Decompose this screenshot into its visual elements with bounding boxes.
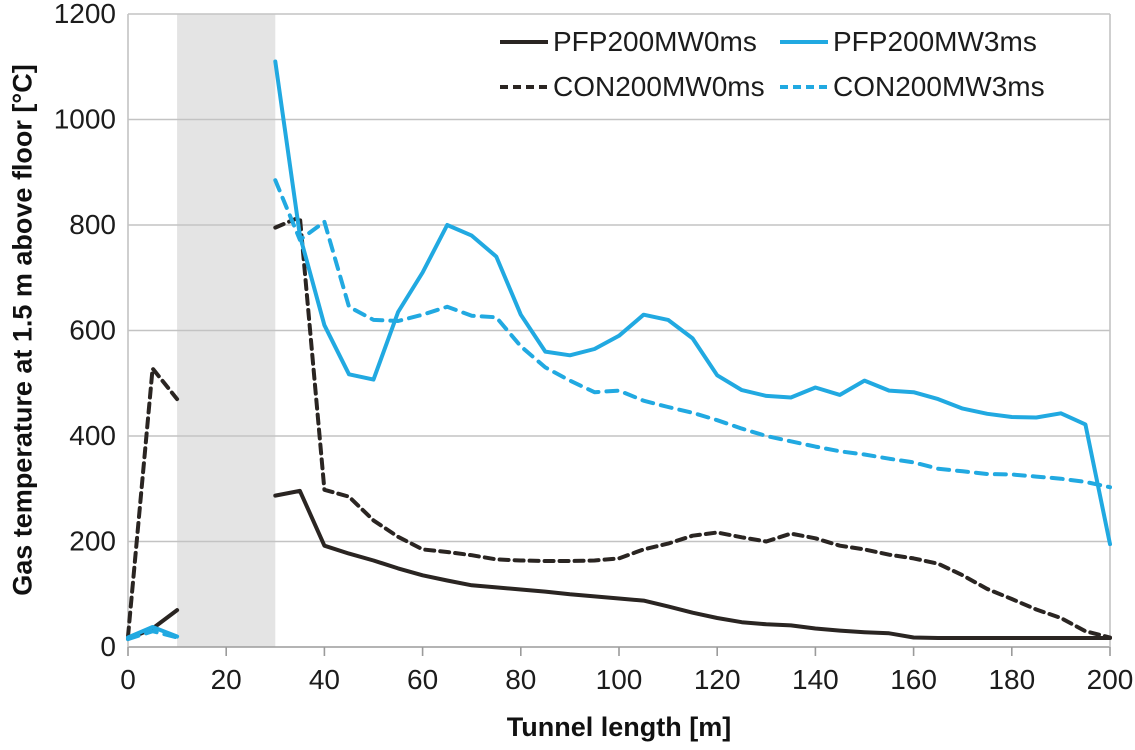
- y-tick-label-800: 800: [69, 209, 116, 240]
- x-tick-label-180: 180: [988, 664, 1035, 695]
- legend-marker-solid-black: [500, 40, 548, 44]
- x-tick-label-120: 120: [694, 664, 741, 695]
- x-axis-title: Tunnel length [m]: [506, 712, 732, 742]
- legend-item-pfp200mw0ms: PFP200MW0ms: [498, 26, 778, 58]
- series-line-CON200MW0ms: [126, 366, 180, 639]
- legend-marker-solid-cyan: [780, 40, 828, 44]
- y-tick-label-0: 0: [100, 631, 116, 662]
- x-tick-label-80: 80: [505, 664, 536, 695]
- x-tick-label-60: 60: [407, 664, 438, 695]
- series-line-PFP200MW3ms: [273, 59, 1112, 547]
- y-tick-label-1200: 1200: [54, 0, 116, 29]
- x-tick-label-0: 0: [120, 664, 136, 695]
- series-line-CON200MW0ms: [273, 215, 1112, 640]
- legend-item-con200mw3ms: CON200MW3ms: [778, 71, 1045, 103]
- x-tick-label-40: 40: [309, 664, 340, 695]
- y-tick-label-600: 600: [69, 315, 116, 346]
- series-line-PFP200MW0ms: [273, 488, 1112, 640]
- x-tick-label-160: 160: [890, 664, 937, 695]
- y-tick-label-1000: 1000: [54, 104, 116, 135]
- series-line-PFP200MW3ms: [126, 625, 180, 640]
- legend-label: CON200MW3ms: [833, 71, 1045, 102]
- x-tick-label-200: 200: [1087, 664, 1134, 695]
- legend-label: CON200MW0ms: [553, 71, 765, 102]
- legend-marker-dashed-cyan: [780, 85, 828, 89]
- legend-marker-dashed-black: [500, 85, 548, 89]
- legend-item-pfp200mw3ms: PFP200MW3ms: [778, 26, 1045, 58]
- y-axis-title: Gas temperature at 1.5 m above floor [°C…: [7, 64, 38, 596]
- legend-label: PFP200MW0ms: [553, 26, 757, 57]
- x-tick-label-100: 100: [596, 664, 643, 695]
- series-line-CON200MW3ms: [273, 178, 1112, 490]
- y-tick-label-400: 400: [69, 420, 116, 451]
- legend-item-con200mw0ms: CON200MW0ms: [498, 71, 778, 103]
- y-tick-label-200: 200: [69, 526, 116, 557]
- legend-label: PFP200MW3ms: [833, 26, 1037, 57]
- x-tick-label-140: 140: [792, 664, 839, 695]
- legend: PFP200MW0ms PFP200MW3ms CON200MW0ms CON2…: [498, 26, 1045, 103]
- x-tick-label-20: 20: [211, 664, 242, 695]
